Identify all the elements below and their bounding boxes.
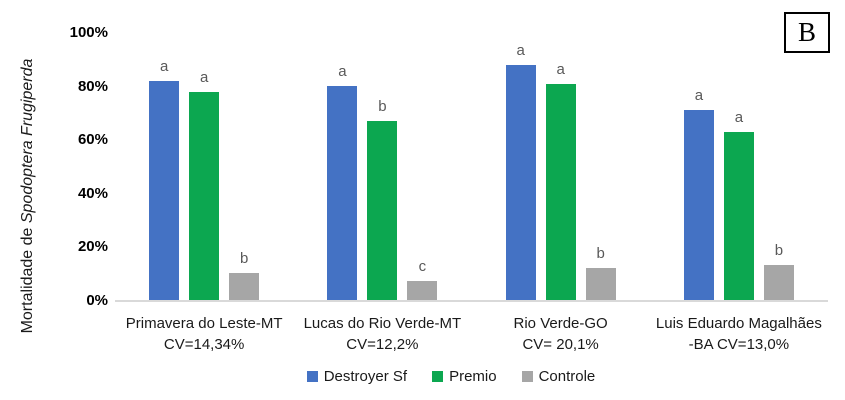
legend-label: Controle	[538, 367, 596, 385]
significance-letter: b	[774, 242, 784, 260]
category-name: Primavera do Leste-MT	[125, 315, 283, 332]
legend-item-controle: Controle	[521, 367, 596, 385]
legend-label: Destroyer Sf	[323, 367, 408, 385]
category-cv: CV=12,2%	[346, 336, 419, 353]
y-tick-0: 0%	[86, 292, 108, 309]
category-cv: CV= 20,1%	[522, 336, 599, 353]
category-cv: CV=14,34%	[163, 336, 245, 353]
legend-swatch-icon	[306, 370, 318, 382]
legend-swatch-icon	[521, 370, 533, 382]
bar-premio	[545, 83, 576, 300]
legend: Destroyer Sf Premio Controle	[115, 365, 787, 387]
bar-destroyer-sf	[683, 110, 714, 300]
bar-destroyer-sf	[505, 65, 536, 300]
category-name: Rio Verde-GO	[513, 315, 608, 332]
bar-destroyer-sf	[327, 86, 358, 300]
legend-item-destroyer-sf: Destroyer Sf	[306, 367, 408, 385]
bar-controle	[407, 281, 438, 300]
bar-controle	[229, 273, 260, 300]
plot-area: a a a a a b a a b c b b	[115, 33, 828, 302]
legend-swatch-icon	[432, 370, 444, 382]
y-tick-100: 100%	[69, 24, 108, 41]
significance-letter: a	[556, 60, 565, 78]
category-name: Luis Eduardo Magalhães	[655, 315, 822, 332]
significance-letter: a	[338, 63, 347, 81]
bar-premio	[189, 91, 220, 300]
category-label: Lucas do Rio Verde-MT CV=12,2%	[282, 313, 482, 355]
category-name: Lucas do Rio Verde-MT	[303, 315, 462, 332]
bar-destroyer-sf	[149, 81, 180, 300]
category-cv: -BA CV=13,0%	[688, 336, 790, 353]
significance-letter: a	[516, 42, 525, 60]
bar-premio	[723, 131, 754, 300]
significance-letter: b	[596, 244, 605, 262]
legend-item-premio: Premio	[432, 368, 497, 385]
significance-letter: a	[694, 87, 704, 105]
panel-label-box: B	[784, 12, 830, 53]
bar-controle	[585, 267, 616, 300]
category-label: Rio Verde-GO CV= 20,1%	[461, 313, 661, 355]
significance-letter: b	[239, 250, 249, 268]
significance-letter: a	[159, 58, 169, 76]
panel-label: B	[797, 17, 816, 47]
y-tick-60: 60%	[77, 131, 108, 148]
category-label: Luis Eduardo Magalhães -BA CV=13,0%	[639, 313, 839, 355]
legend-label: Premio	[449, 367, 497, 385]
bar-premio	[367, 121, 398, 300]
significance-letter: c	[418, 258, 427, 276]
bar-controle	[763, 265, 794, 300]
significance-letter: a	[199, 68, 209, 86]
y-tick-80: 80%	[77, 78, 108, 95]
y-tick-40: 40%	[77, 185, 108, 202]
y-tick-20: 20%	[77, 238, 108, 255]
category-label: Primavera do Leste-MT CV=14,34%	[104, 313, 304, 355]
significance-letter: b	[378, 98, 387, 116]
significance-letter: a	[734, 108, 744, 126]
